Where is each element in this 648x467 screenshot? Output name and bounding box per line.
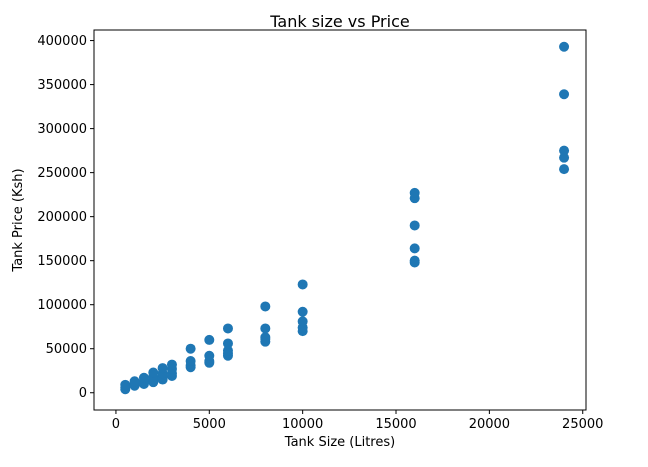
data-point-24: [185, 343, 196, 354]
data-point-52: [559, 145, 570, 156]
data-point-12: [148, 367, 159, 378]
data-point-20: [166, 359, 177, 370]
data-point-53: [559, 89, 570, 100]
y-tick-label: 250000: [37, 166, 87, 181]
data-point-45: [409, 255, 420, 266]
y-axis-label: Tank Price (Ksh): [11, 168, 26, 272]
x-axis-label: Tank Size (Litres): [284, 435, 395, 450]
y-axis: 0 50000 100000 150000 200000 250000 300000 3500…: [37, 34, 94, 401]
x-tick-label: 5000: [193, 417, 226, 432]
data-point-51: [559, 152, 570, 163]
x-tick-label: 15000: [375, 417, 416, 432]
data-point-5: [129, 376, 140, 387]
x-tick-label: 25000: [562, 417, 603, 432]
data-point-46: [409, 243, 420, 254]
y-tick-label: 350000: [37, 78, 87, 93]
data-point-49: [409, 187, 420, 198]
plot-area-frame: [93, 29, 587, 411]
data-point-50: [559, 164, 570, 175]
data-point-28: [204, 334, 215, 345]
data-point-33: [222, 323, 233, 334]
data-point-31: [222, 345, 233, 356]
data-point-54: [559, 41, 570, 52]
data-point-38: [260, 301, 271, 312]
data-point-8: [138, 372, 149, 383]
data-point-23: [185, 356, 196, 367]
data-point-27: [204, 350, 215, 361]
y-tick-label: 0: [79, 386, 87, 401]
x-axis: 0 5000 10000 15000 20000 25000: [112, 410, 603, 432]
data-point-42: [297, 306, 308, 317]
y-tick-label: 100000: [37, 298, 87, 313]
y-tick-label: 200000: [37, 210, 87, 225]
data-point-16: [157, 363, 168, 374]
data-point-36: [260, 332, 271, 343]
data-point-32: [222, 338, 233, 349]
y-tick-label: 150000: [37, 254, 87, 269]
data-point-41: [297, 316, 308, 327]
data-point-43: [297, 279, 308, 290]
x-tick-label: 10000: [282, 417, 323, 432]
y-tick-label: 400000: [37, 34, 87, 49]
y-tick-label: 300000: [37, 122, 87, 137]
data-point-37: [260, 323, 271, 334]
points-layer: [120, 41, 570, 395]
x-tick-label: 0: [112, 417, 120, 432]
x-tick-label: 20000: [469, 417, 510, 432]
data-point-2: [120, 379, 131, 390]
data-point-47: [409, 220, 420, 231]
chart-title: Tank size vs Price: [269, 12, 409, 31]
y-tick-label: 50000: [46, 342, 87, 357]
